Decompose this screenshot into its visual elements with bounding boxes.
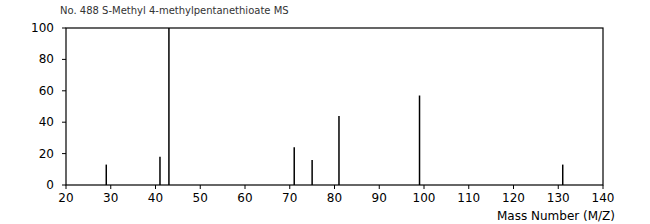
bar xyxy=(168,28,170,185)
y-tick-label: 20 xyxy=(39,147,54,161)
bar xyxy=(419,96,421,185)
chart-root: No. 488 S-Methyl 4-methylpentanethioate … xyxy=(0,0,650,224)
bar xyxy=(159,157,161,185)
x-tick xyxy=(558,185,559,189)
x-tick-label: 20 xyxy=(58,191,73,205)
bars xyxy=(106,28,562,185)
x-tick-label: 40 xyxy=(148,191,163,205)
bar xyxy=(562,165,564,185)
x-tick xyxy=(468,185,469,189)
x-tick xyxy=(424,185,425,189)
x-tick xyxy=(513,185,514,189)
x-tick xyxy=(379,185,380,189)
y-tick xyxy=(62,28,66,29)
x-tick-label: 100 xyxy=(413,191,436,205)
title: No. 488 S-Methyl 4-methylpentanethioate … xyxy=(60,5,289,16)
y-tick-label: 0 xyxy=(46,178,54,192)
bar xyxy=(338,116,340,185)
x-tick xyxy=(334,185,335,189)
bar xyxy=(106,165,108,185)
x-tick-label: 50 xyxy=(193,191,208,205)
x-tick xyxy=(155,185,156,189)
x-tick xyxy=(603,185,604,189)
y-tick-label: 80 xyxy=(39,52,54,66)
x-tick-label: 30 xyxy=(103,191,118,205)
y-tick-label: 60 xyxy=(39,84,54,98)
y-tick xyxy=(62,122,66,123)
x-tick-label: 70 xyxy=(282,191,297,205)
x-tick-label: 120 xyxy=(502,191,525,205)
x-tick-label: 130 xyxy=(547,191,570,205)
chart: No. 488 S-Methyl 4-methylpentanethioate … xyxy=(0,0,650,224)
x-tick-label: 110 xyxy=(457,191,480,205)
x-tick-label: 140 xyxy=(592,191,615,205)
bar xyxy=(293,147,295,185)
x-tick xyxy=(200,185,201,189)
y-tick xyxy=(62,153,66,154)
bar xyxy=(311,160,313,185)
x-axis-label: Mass Number (M/Z) xyxy=(497,209,615,223)
x-tick-label: 60 xyxy=(237,191,252,205)
plot-frame xyxy=(66,28,603,185)
y-tick xyxy=(62,185,66,186)
y-tick-label: 100 xyxy=(31,21,54,35)
x-tick xyxy=(110,185,111,189)
y-tick xyxy=(62,90,66,91)
x-tick xyxy=(245,185,246,189)
x-tick-label: 90 xyxy=(372,191,387,205)
x-tick xyxy=(289,185,290,189)
x-tick xyxy=(66,185,67,189)
x-tick-label: 80 xyxy=(327,191,342,205)
y-tick-label: 40 xyxy=(39,115,54,129)
y-tick xyxy=(62,59,66,60)
